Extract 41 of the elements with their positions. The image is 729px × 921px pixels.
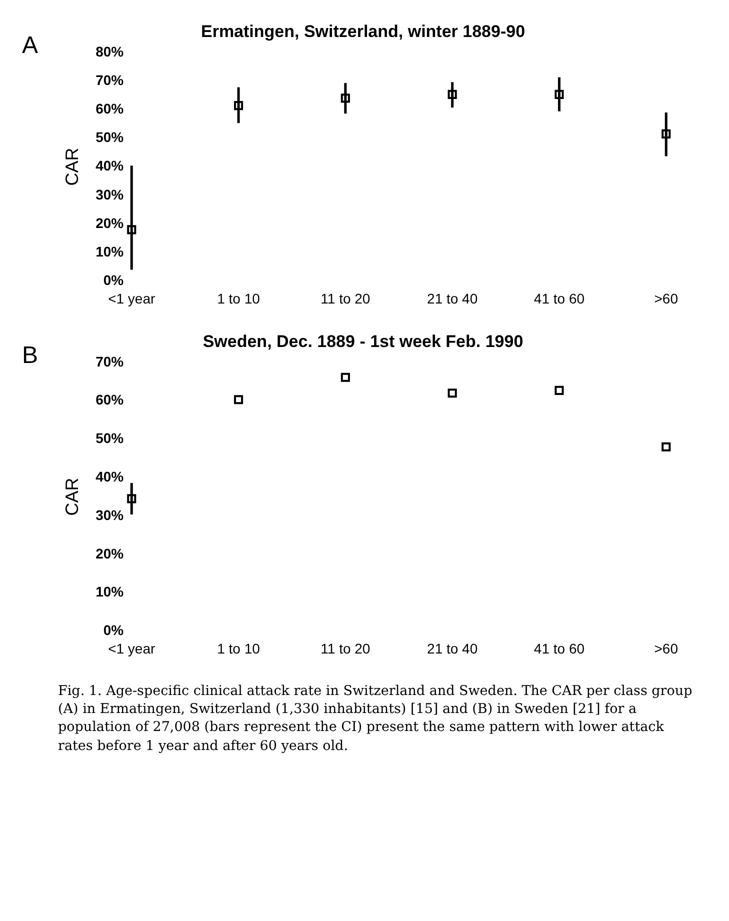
point bbox=[448, 388, 457, 398]
y-axis-title: CAR bbox=[62, 478, 82, 516]
point bbox=[340, 372, 350, 382]
x-tick-label: <1 year bbox=[108, 290, 156, 306]
x-tick-label: 21 to 40 bbox=[427, 290, 478, 306]
x-tick-label: 21 to 40 bbox=[427, 640, 478, 656]
y-tick-label: 30% bbox=[96, 186, 124, 202]
y-tick-label: 50% bbox=[96, 129, 124, 146]
y-tick-label: 20% bbox=[96, 214, 124, 231]
text: B bbox=[22, 342, 38, 370]
point bbox=[554, 386, 564, 395]
y-tick-label: 0% bbox=[103, 272, 124, 288]
y-tick-label: 20% bbox=[96, 545, 124, 562]
y-tick-label: 70% bbox=[96, 72, 124, 88]
caption: Fig. 1. Age-specific clinical attack rate in Switzerland and Sweden. The CAR per class group (A) in Ermatingen, Switzerland (1,330 inhabitants) [15] and (B) in Sweden [21] for a population of 27,008 (bars represent the CI) present the same pattern with lower attack rates before 1 year and after 60 years old. bbox=[58, 682, 694, 755]
x-tick-label: 41 to 60 bbox=[534, 640, 585, 656]
text: A bbox=[22, 32, 38, 60]
x-tick-label: >60 bbox=[654, 640, 678, 656]
x-tick-label: 11 to 20 bbox=[320, 290, 370, 306]
y-tick-label: 60% bbox=[96, 392, 124, 408]
y-tick-label: 80% bbox=[96, 43, 124, 60]
point bbox=[662, 442, 671, 452]
x-tick-label: <1 year bbox=[108, 640, 156, 656]
y-tick-label: 40% bbox=[96, 158, 124, 174]
y-tick-label: 40% bbox=[96, 468, 124, 484]
x-tick-label: 1 to 10 bbox=[217, 290, 260, 306]
x-tick-label: >60 bbox=[654, 290, 678, 306]
y-axis-title: CAR bbox=[62, 148, 82, 186]
y-tick-label: 30% bbox=[96, 506, 124, 523]
point bbox=[234, 395, 244, 404]
x-tick-label: 1 to 10 bbox=[217, 640, 260, 656]
y-tick-label: 0% bbox=[103, 622, 124, 638]
x-tick-label: 11 to 20 bbox=[320, 640, 370, 656]
y-tick-label: 70% bbox=[96, 353, 124, 370]
x-tick-label: 41 to 60 bbox=[534, 290, 585, 306]
y-tick-label: 50% bbox=[96, 430, 124, 446]
y-tick-label: 10% bbox=[96, 243, 124, 260]
y-tick-label: 10% bbox=[96, 584, 124, 600]
chart-title: Ermatingen, Switzerland, winter 1889-90 bbox=[200, 22, 526, 41]
y-tick-label: 60% bbox=[96, 100, 124, 116]
chart-title: Sweden, Dec. 1889 - 1st week Feb. 1990 bbox=[202, 332, 524, 351]
